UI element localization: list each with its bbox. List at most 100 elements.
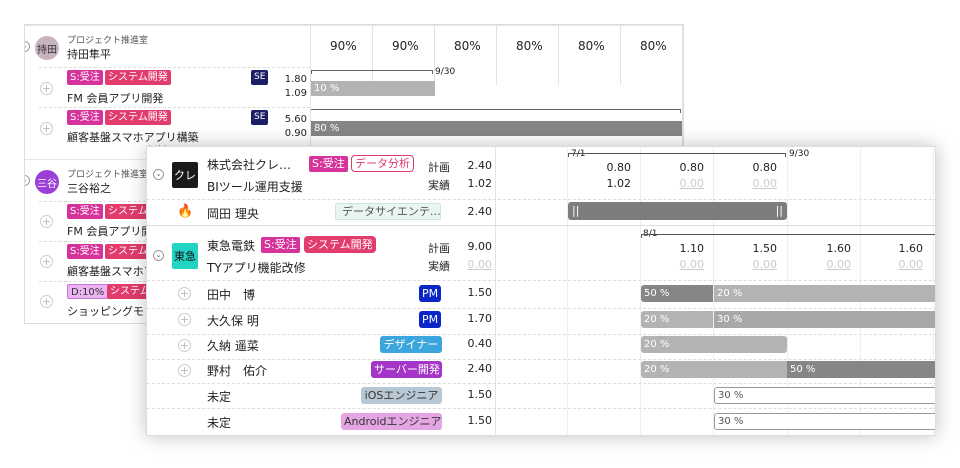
pct-6: 80% [640,39,667,53]
actual-label: 実績 [428,179,450,192]
member-name: 久納 遥菜 [207,339,259,353]
actual-month: 0.00 [679,258,705,271]
member-value: 2.40 [467,205,493,218]
add-icon[interactable]: + [40,215,53,228]
person-name: 持田隼平 [67,48,111,61]
status-tag: S:受注 [67,70,103,85]
allocation-bar[interactable]: || || [568,202,787,220]
allocation-bar[interactable]: 30 % [714,413,935,430]
plan-label: 計画 [428,161,450,174]
member-name: 未定 [207,416,232,430]
role-tag: データサイエンテ… [335,203,441,220]
allocation-bar[interactable]: 20 % [641,336,787,353]
fire-icon: 🔥 [177,204,194,219]
plan-month: 1.50 [752,242,778,255]
member-value: 1.50 [467,286,493,299]
add-icon[interactable]: + [40,255,53,268]
member-name: 未定 [207,390,232,404]
member-value: 2.40 [467,362,493,375]
add-icon[interactable]: + [40,295,53,308]
allocation-bar[interactable]: 10 % [311,81,435,96]
plan-month: 0.80 [752,161,778,174]
avatar: 三谷 [35,170,59,194]
category-tag: システム開発 [105,110,171,125]
dept-label: プロジェクト推進室 [67,36,149,46]
avatar: 持田 [35,36,59,60]
add-icon[interactable]: + [178,313,191,326]
category-tag: システム [107,284,153,299]
project-name: FM 会員アプリ開発 [67,92,164,105]
allocation-bar[interactable]: 80 % [311,121,682,136]
actual-value: 0.90 [284,128,307,139]
allocation-bar[interactable]: 30 % [714,311,935,328]
plan-label: 計画 [428,242,450,255]
actual-total: 0.00 [467,258,493,271]
plan-total: 2.40 [467,159,493,172]
role-tag: iOSエンジニア [361,387,442,404]
category-tag: データ分析 [351,155,414,172]
plan-total: 9.00 [467,240,493,253]
project-title: BIツール運用支援 [207,180,303,194]
status-tag: S:受注 [309,156,348,172]
category-tag: システム開発 [304,236,376,253]
actual-total: 1.02 [467,177,493,190]
add-icon[interactable]: + [40,122,53,135]
plan-value: 5.60 [284,114,307,125]
pct-2: 90% [392,39,419,53]
plan-month: 0.80 [606,161,632,174]
pct-3: 80% [454,39,481,53]
actual-month: 1.02 [606,177,632,190]
project-name: FM 会員アプリ開 [67,225,153,238]
category-tag: システム [105,244,151,259]
category-tag: システム開発 [105,70,171,85]
allocation-bar[interactable]: 30 % [714,387,935,404]
actual-month: 0.00 [898,258,924,271]
start-date: 7/1 [571,149,586,159]
add-icon[interactable]: + [40,82,53,95]
member-name: 野村 佑介 [207,364,268,378]
role-tag: サーバー開発 [371,361,442,378]
end-date: 9/30 [789,149,810,159]
allocation-bar[interactable]: 50 % [641,285,713,302]
status-tag: S:受注 [67,244,103,259]
plan-value: 1.80 [284,74,307,85]
status-tag: S:受注 [67,204,103,219]
allocation-bar[interactable]: 20 % [641,361,787,378]
project-name: 顧客基盤スマホアプリ構築 [67,131,199,144]
add-icon[interactable]: + [178,287,191,300]
add-icon[interactable]: + [178,364,191,377]
role-tag: Androidエンジニア [341,413,442,430]
collapse-chevron-icon[interactable]: ⌄ [25,175,30,186]
company-name: 株式会社クレ… [207,158,292,172]
member-value: 0.40 [467,337,493,350]
role-tag: デザイナー [380,336,442,353]
member-value: 1.50 [467,414,493,427]
collapse-chevron-icon[interactable]: ⌄ [25,41,30,52]
collapse-chevron-icon[interactable]: ⌄ [153,250,164,261]
company-logo: 東急 [172,243,198,269]
actual-month: 0.00 [752,258,778,271]
role-tag: SE [251,110,269,125]
project-name: ショッピングモ [67,305,144,318]
actual-month: 0.00 [826,258,852,271]
drag-handle-icon[interactable]: || [572,204,580,217]
front-panel: ⌄ クレ 株式会社クレ… S:受注 データ分析 BIツール運用支援 計画 実績 … [146,146,936,436]
member-value: 1.70 [467,312,493,325]
plan-month: 1.60 [898,242,924,255]
category-tag: システム [105,204,151,219]
status-tag: S:受注 [261,237,300,253]
project-name: 顧客基盤スマホア [67,265,155,278]
actual-month: 0.00 [679,177,705,190]
company-logo: クレ [172,162,198,188]
role-tag: SE [251,70,269,85]
add-icon[interactable]: + [178,339,191,352]
drag-handle-icon[interactable]: || [775,204,783,217]
project-title: TYアプリ機能改修 [207,261,306,275]
dept-label: プロジェクト推進室 [67,170,149,180]
allocation-bar[interactable]: 20 % [641,311,713,328]
allocation-bar[interactable]: 50 % [787,361,935,378]
company-name: 東急電鉄 [207,239,256,253]
role-tag: PM [419,311,442,328]
collapse-chevron-icon[interactable]: ⌄ [153,169,164,180]
allocation-bar[interactable]: 20 % [714,285,935,302]
